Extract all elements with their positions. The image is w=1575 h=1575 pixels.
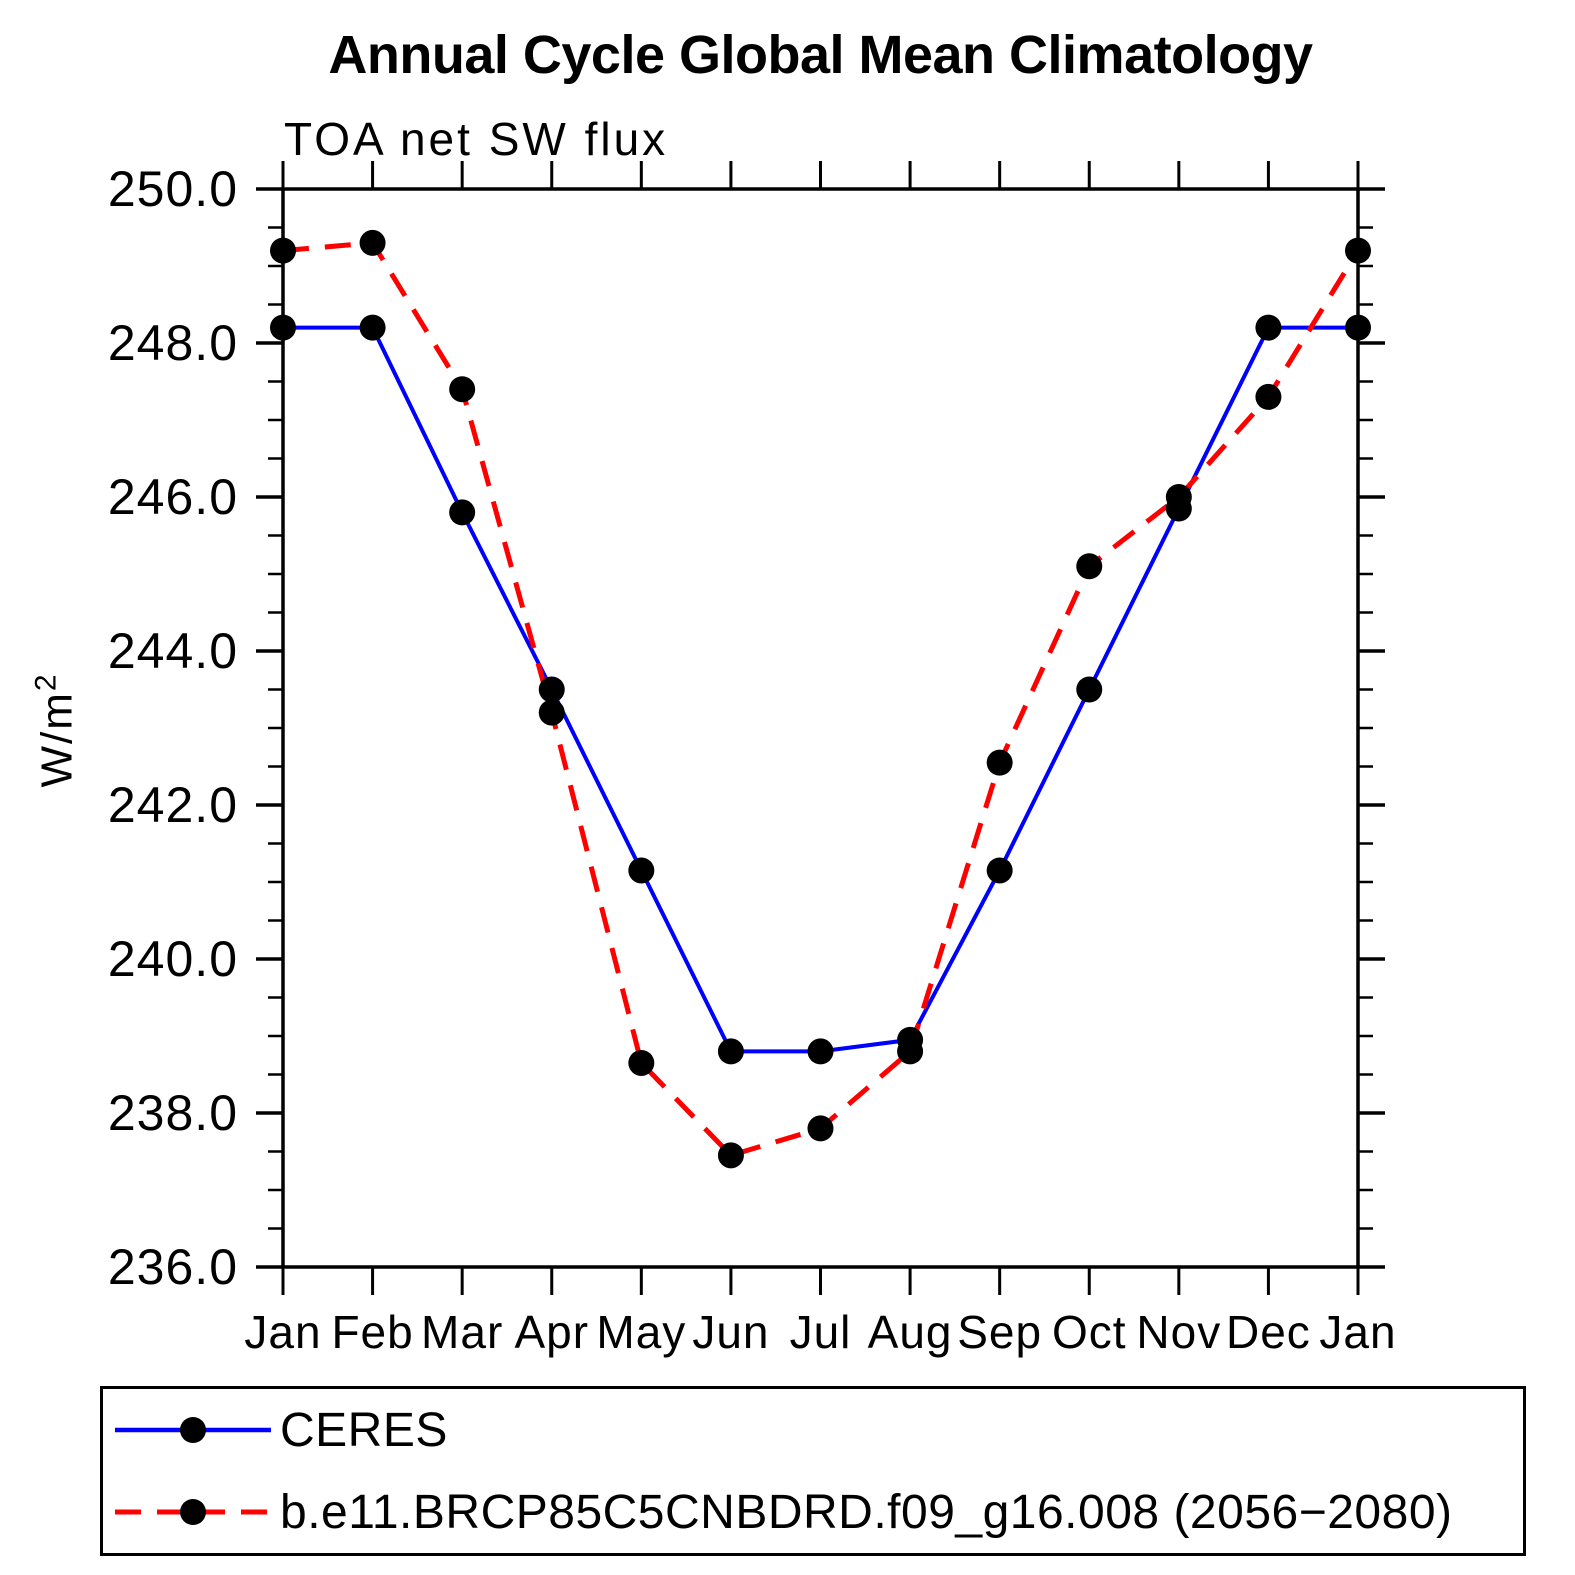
data-point-0	[986, 857, 1013, 884]
x-tick-label: Oct	[1052, 1306, 1127, 1358]
x-tick-label: Jan	[1319, 1306, 1396, 1358]
chart-title: Annual Cycle Global Mean Climatology	[328, 25, 1313, 85]
y-tick-label: 250.0	[108, 161, 238, 217]
data-point-1	[270, 237, 296, 264]
data-point-1	[897, 1038, 924, 1065]
x-tick-label: Jan	[244, 1306, 321, 1358]
y-tick-label: 248.0	[108, 315, 238, 371]
x-tick-label: May	[596, 1306, 686, 1358]
data-point-1	[538, 699, 565, 726]
legend-label-ceres: CERES	[280, 1403, 448, 1457]
x-tick-label: Sep	[957, 1306, 1042, 1358]
legend-marker-dot	[180, 1417, 206, 1443]
data-point-1	[359, 229, 386, 256]
data-point-1	[1345, 237, 1371, 264]
series-line-0	[283, 325, 1358, 1054]
data-point-0	[359, 314, 386, 341]
legend-sample-dashed-line	[115, 1499, 271, 1525]
legend-item-ceres: CERES	[103, 1390, 1523, 1470]
data-point-1	[1076, 553, 1103, 580]
data-point-1	[628, 1049, 655, 1076]
data-point-0	[1345, 314, 1371, 341]
y-tick-label: 244.0	[108, 623, 238, 679]
series-line-1	[282, 240, 1361, 1159]
y-tick-label: 242.0	[108, 777, 238, 833]
data-point-1	[717, 1142, 744, 1169]
legend-label-model: b.e11.BRCP85C5CNBDRD.f09_g16.008 (2056−2…	[280, 1485, 1453, 1539]
y-tick-label: 238.0	[108, 1085, 238, 1141]
x-tick-label: Jul	[790, 1306, 852, 1358]
legend-box: CERES b.e11.BRCP85C5CNBDRD.f09_g16.008 (…	[100, 1386, 1526, 1556]
x-tick-label: Jun	[692, 1306, 769, 1358]
data-point-1	[1255, 383, 1282, 410]
data-point-0	[628, 857, 655, 884]
data-point-1	[449, 376, 476, 403]
x-tick-label: Aug	[868, 1306, 953, 1358]
data-point-1	[1165, 484, 1192, 510]
data-point-0	[717, 1038, 744, 1065]
chart-subtitle: TOA net SW flux	[284, 113, 669, 165]
data-point-0	[1076, 676, 1103, 703]
data-point-0	[807, 1038, 834, 1065]
data-point-1	[986, 749, 1013, 776]
data-point-1	[807, 1115, 834, 1142]
x-tick-label: Feb	[331, 1306, 413, 1358]
legend-item-model: b.e11.BRCP85C5CNBDRD.f09_g16.008 (2056−2…	[103, 1472, 1523, 1552]
legend-marker-dot	[180, 1499, 206, 1525]
data-point-0	[449, 499, 476, 526]
x-tick-label: Apr	[514, 1306, 589, 1358]
x-tick-label: Dec	[1226, 1306, 1311, 1358]
y-tick-label: 240.0	[108, 931, 238, 987]
y-tick-label: 246.0	[108, 469, 238, 525]
x-tick-label: Mar	[421, 1306, 503, 1358]
x-tick-label: Nov	[1136, 1306, 1221, 1358]
axes-frame	[281, 187, 1360, 1269]
data-point-0	[1255, 314, 1282, 341]
data-point-0	[538, 676, 565, 703]
legend-sample-solid-line	[115, 1417, 271, 1443]
data-point-0	[270, 314, 296, 341]
y-tick-label: 236.0	[108, 1239, 238, 1295]
